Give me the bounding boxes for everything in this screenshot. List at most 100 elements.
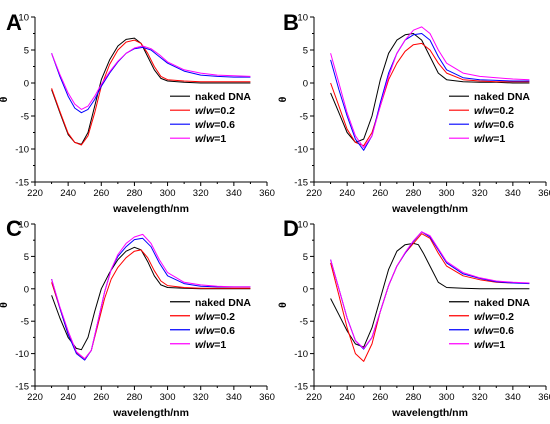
x-tick-label: 300	[160, 188, 176, 199]
y-tick-label: -15	[15, 382, 29, 393]
series-line	[51, 233, 251, 360]
x-tick-label: 240	[60, 392, 76, 403]
y-tick-label: 5	[303, 46, 308, 57]
y-axis-label: θ	[0, 302, 10, 308]
x-tick-label: 240	[339, 188, 355, 199]
y-tick-label: -5	[300, 112, 308, 123]
y-tick-label: -15	[294, 178, 308, 189]
legend-label: naked DNA	[195, 91, 251, 103]
x-tick-label: 220	[27, 188, 43, 199]
panel-b: B 220 240 260 280 300 320 340 360 -15 -10 -5 0 5 10 wav…	[277, 10, 550, 215]
x-tick-label: 320	[472, 392, 488, 403]
x-tick-label: 360	[259, 392, 275, 403]
series-line	[51, 237, 251, 361]
y-tick-label: 10	[18, 13, 29, 24]
y-tick-label: 5	[303, 252, 308, 263]
y-tick-label: -5	[300, 317, 308, 328]
y-axis-label: θ	[277, 96, 289, 102]
y-tick-label: 10	[297, 220, 308, 231]
legend-label: w/w=0.6	[474, 325, 514, 337]
x-tick-label: 300	[439, 392, 455, 403]
x-tick-label: 260	[372, 392, 388, 403]
legend-label: naked DNA	[474, 91, 530, 103]
y-tick-label: 5	[24, 46, 29, 57]
y-axis-label: θ	[0, 96, 10, 102]
x-tick-label: 280	[405, 188, 421, 199]
panel-d: D 220 240 260 280 300 320 340 360 -15 -10 -5 0 5 10 wav…	[277, 216, 550, 419]
y-tick-label: 5	[24, 252, 29, 263]
legend-label: w/w=0.2	[474, 105, 514, 117]
panel-letter: C	[6, 216, 22, 241]
x-tick-label: 320	[193, 392, 209, 403]
x-tick-label: 340	[505, 392, 521, 403]
legend-label: w/w=0.6	[474, 119, 514, 131]
x-tick-label: 360	[259, 188, 275, 199]
y-tick-label: -5	[21, 112, 29, 123]
y-tick-label: 0	[24, 79, 29, 90]
x-tick-label: 280	[126, 392, 142, 403]
x-tick-label: 240	[60, 188, 76, 199]
series-line	[51, 246, 251, 351]
x-tick-label: 220	[306, 392, 322, 403]
x-tick-label: 260	[93, 392, 109, 403]
legend-label: w/w=1	[474, 339, 505, 351]
panel-a: A 220 240 260 280 300 320 340 360 -15 -10 -5 0 5 10 wav…	[0, 10, 275, 215]
y-tick-label: -10	[294, 349, 308, 360]
panel-letter: D	[283, 216, 299, 241]
series-line	[330, 26, 530, 149]
x-axis-label: wavelength/nm	[391, 203, 468, 215]
y-tick-label: -15	[15, 178, 29, 189]
x-tick-label: 340	[226, 392, 242, 403]
y-tick-label: 10	[297, 13, 308, 24]
x-tick-label: 220	[27, 392, 43, 403]
x-tick-label: 300	[439, 188, 455, 199]
legend-label: w/w=0.2	[195, 105, 235, 117]
y-tick-label: -15	[294, 382, 308, 393]
x-tick-label: 280	[405, 392, 421, 403]
x-axis-label: wavelength/nm	[391, 407, 468, 419]
legend-label: w/w=1	[195, 339, 226, 351]
panel-letter: A	[6, 10, 22, 35]
y-tick-label: -10	[15, 349, 29, 360]
series-line	[330, 233, 530, 362]
y-axis-label: θ	[277, 302, 289, 308]
legend-label: w/w=0.6	[195, 325, 235, 337]
x-tick-label: 300	[160, 392, 176, 403]
series-line	[330, 33, 530, 143]
y-tick-label: 0	[303, 284, 308, 295]
x-tick-label: 260	[93, 188, 109, 199]
x-tick-label: 260	[372, 188, 388, 199]
legend-label: w/w=0.2	[195, 311, 235, 323]
x-tick-label: 360	[538, 392, 550, 403]
legend-label: naked DNA	[195, 297, 251, 309]
x-axis-label: wavelength/nm	[112, 203, 189, 215]
series-line	[51, 39, 251, 146]
y-tick-label: -5	[21, 317, 29, 328]
x-tick-label: 240	[339, 392, 355, 403]
x-tick-label: 320	[193, 188, 209, 199]
x-tick-label: 320	[472, 188, 488, 199]
x-tick-label: 340	[505, 188, 521, 199]
series-line	[330, 231, 530, 349]
series-line	[330, 42, 530, 147]
series-line	[330, 33, 530, 151]
y-tick-label: 0	[303, 79, 308, 90]
x-axis-label: wavelength/nm	[112, 407, 189, 419]
x-tick-label: 360	[538, 188, 550, 199]
panel-c: C 220 240 260 280 300 320 340 360 -15 -10 -5 0 5 10 wav…	[0, 216, 275, 419]
legend-label: w/w=0.2	[474, 311, 514, 323]
x-tick-label: 340	[226, 188, 242, 199]
y-tick-label: -10	[294, 145, 308, 156]
y-tick-label: 0	[24, 284, 29, 295]
y-tick-label: 10	[18, 220, 29, 231]
x-tick-label: 220	[306, 188, 322, 199]
legend-label: w/w=1	[195, 133, 226, 145]
legend-label: naked DNA	[474, 297, 530, 309]
y-tick-label: -10	[15, 145, 29, 156]
series-line	[51, 45, 251, 110]
panel-letter: B	[283, 10, 299, 35]
legend-label: w/w=0.6	[195, 119, 235, 131]
legend-label: w/w=1	[474, 133, 505, 145]
x-tick-label: 280	[126, 188, 142, 199]
